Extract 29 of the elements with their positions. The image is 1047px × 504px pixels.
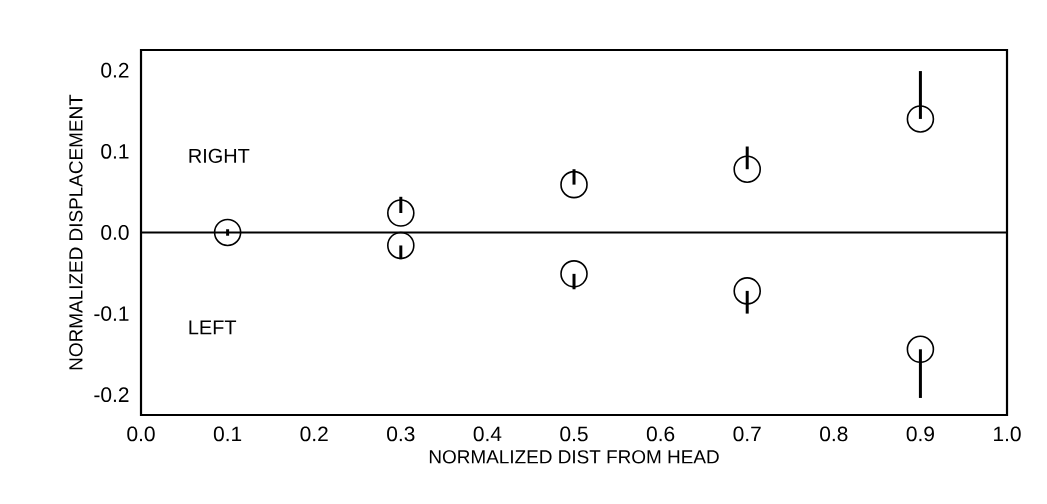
annotation: RIGHT — [189, 148, 250, 163]
x-tick-label: 0.0 — [127, 426, 155, 442]
x-tick-label: 0.5 — [560, 426, 588, 442]
y-axis-title: NORMALIZED DISPLACEMENT — [69, 94, 83, 370]
point — [560, 170, 588, 199]
point — [733, 277, 762, 305]
x-tick-label: 0.9 — [906, 426, 934, 442]
x-tick-label: 0.3 — [387, 426, 415, 442]
point — [387, 199, 415, 227]
annotation: LEFT — [189, 320, 237, 335]
x-tick-label: 0.6 — [646, 426, 675, 442]
point — [387, 231, 415, 260]
point — [906, 105, 935, 133]
y-tick-label: -0.1 — [94, 306, 129, 321]
x-axis-title: NORMALIZED DIST FROM HEAD — [429, 450, 719, 464]
x-tick-label: 0.1 — [213, 426, 242, 442]
y-tick-label: 0.2 — [101, 62, 129, 78]
y-tick-label: 0.1 — [101, 143, 129, 159]
x-tick-label: 0.7 — [733, 426, 761, 442]
x-tick-label: 1.0 — [994, 426, 1021, 442]
x-tick-label: 0.2 — [300, 426, 328, 442]
x-tick-label: 0.4 — [473, 426, 502, 442]
y-tick-label: -0.2 — [94, 387, 129, 403]
point — [733, 155, 762, 184]
point — [213, 218, 242, 247]
y-tick-label: 0.0 — [101, 225, 129, 240]
point — [560, 260, 588, 288]
x-tick-label: 0.8 — [820, 426, 848, 442]
point — [906, 335, 935, 364]
